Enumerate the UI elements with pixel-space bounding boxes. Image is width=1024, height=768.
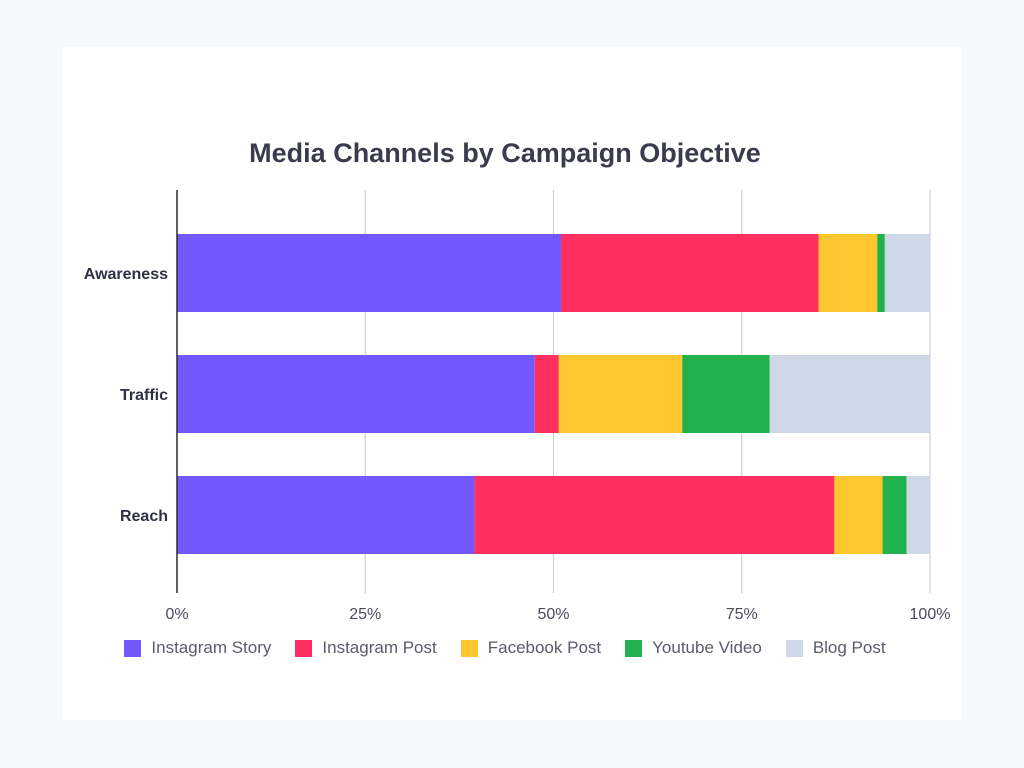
bar-segment	[682, 355, 770, 433]
legend-item: Facebook Post	[460, 638, 602, 658]
legend-item: Blog Post	[785, 638, 886, 658]
bar-segment	[877, 234, 885, 312]
x-tick-label: 25%	[349, 606, 381, 623]
bar-segment	[534, 355, 559, 433]
legend-swatch	[124, 639, 142, 657]
x-tick-label: 0%	[165, 606, 188, 623]
legend-label: Youtube Video	[652, 638, 762, 657]
bar-segment	[558, 355, 683, 433]
x-tick-label: 75%	[726, 606, 758, 623]
bar-segment	[818, 234, 878, 312]
legend-label: Instagram Story	[151, 638, 272, 657]
legend-item: Youtube Video	[625, 638, 762, 658]
legend-swatch	[785, 639, 803, 657]
legend-item: Instagram Story	[124, 638, 271, 658]
legend-swatch	[625, 639, 643, 657]
legend-item: Instagram Post	[295, 638, 437, 658]
bar-segment	[177, 355, 535, 433]
category-label: Traffic	[120, 387, 168, 404]
legend-swatch	[295, 639, 313, 657]
x-tick-label: 100%	[910, 606, 951, 623]
legend-label: Facebook Post	[487, 638, 602, 657]
bar-segment	[177, 476, 475, 554]
category-label: Awareness	[84, 266, 168, 283]
legend-swatch	[460, 639, 478, 657]
bar-segment	[834, 476, 883, 554]
bar-segment	[769, 355, 930, 433]
x-tick-label: 50%	[537, 606, 569, 623]
bar-segment	[177, 234, 562, 312]
bar-segment	[884, 234, 930, 312]
legend-label: Blog Post	[812, 638, 886, 657]
bar-segment	[906, 476, 930, 554]
legend-label: Instagram Post	[322, 638, 437, 657]
chart-legend: Instagram Story Instagram Post Facebook Po…	[0, 638, 1010, 658]
category-label: Reach	[120, 508, 168, 525]
bar-segment	[474, 476, 835, 554]
bar-segment	[561, 234, 819, 312]
bar-segment	[882, 476, 907, 554]
chart-title: Media Channels by Campaign Objective	[249, 138, 761, 168]
